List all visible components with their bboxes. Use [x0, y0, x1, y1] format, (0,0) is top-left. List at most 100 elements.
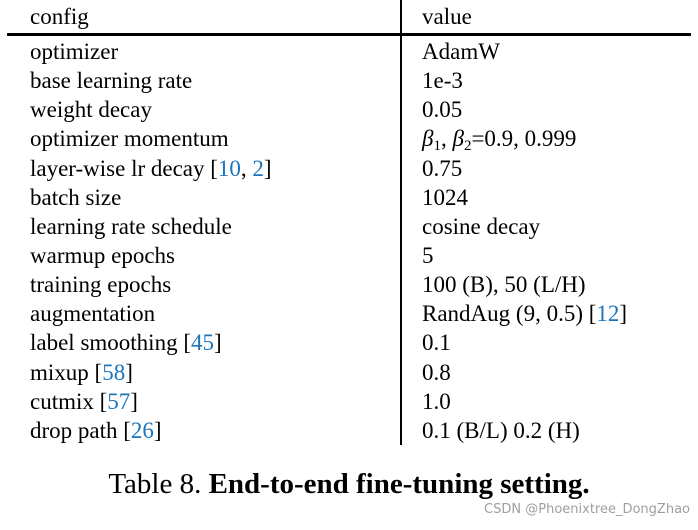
- watermark-text: CSDN @Phoenixtree_DongZhao: [484, 502, 690, 517]
- table-row: training epochs 100 (B), 50 (L/H): [0, 270, 698, 299]
- citation-link[interactable]: 26: [130, 417, 154, 443]
- text-segment: ]: [619, 301, 628, 327]
- table-body: optimizer AdamW base learning rate 1e-3 weig…: [0, 37, 698, 445]
- text-segment: 0.1 (B/L) 0.2 (H): [422, 417, 580, 443]
- table-row: learning rate schedule cosine decay: [0, 212, 698, 241]
- config-cell: learning rate schedule: [0, 212, 400, 241]
- text-segment: AdamW: [422, 39, 500, 64]
- table-row: drop path [26] 0.1 (B/L) 0.2 (H): [0, 416, 698, 445]
- text-segment: 0.8: [422, 359, 451, 385]
- value-cell: RandAug (9, 0.5) [12]: [400, 299, 627, 328]
- text-segment: drop path [: [30, 417, 131, 443]
- text-segment: optimizer: [30, 39, 119, 64]
- text-segment: ]: [213, 330, 222, 356]
- table-row: base learning rate 1e-3: [0, 66, 698, 95]
- text-segment: 1.0: [422, 388, 451, 414]
- citation-link[interactable]: 12: [596, 301, 620, 327]
- table-caption: Table 8. End-to-end fine-tuning setting.: [0, 466, 698, 502]
- citation-link[interactable]: 2: [252, 155, 264, 181]
- text-segment: 1: [433, 138, 441, 155]
- text-segment: label smoothing [: [30, 330, 191, 356]
- table-header-row: config value: [0, 0, 698, 33]
- config-cell: optimizer momentum: [0, 124, 400, 153]
- table-row: label smoothing [45] 0.1: [0, 328, 698, 357]
- table-row: optimizer momentum β1, β2=0.9, 0.999: [0, 124, 698, 155]
- config-cell: base learning rate: [0, 66, 400, 95]
- config-cell: drop path [26]: [0, 416, 400, 445]
- text-segment: ,: [440, 126, 453, 152]
- header-value: value: [422, 4, 472, 29]
- text-segment: ]: [263, 155, 272, 181]
- table-row: layer-wise lr decay [10, 2] 0.75: [0, 154, 698, 183]
- value-cell: cosine decay: [400, 212, 540, 241]
- value-cell: AdamW: [400, 37, 500, 66]
- text-segment: 100 (B), 50 (L/H): [422, 272, 586, 298]
- text-segment: learning rate schedule: [30, 213, 232, 239]
- text-segment: ]: [153, 417, 162, 443]
- table-row: warmup epochs 5: [0, 241, 698, 270]
- text-segment: RandAug (9, 0.5) [: [422, 301, 597, 327]
- citation-link[interactable]: 10: [217, 155, 241, 181]
- text-segment: cutmix [: [30, 388, 108, 414]
- config-cell: training epochs: [0, 270, 400, 299]
- text-segment: cosine decay: [422, 213, 541, 239]
- text-segment: warmup epochs: [30, 242, 175, 268]
- text-segment: ]: [130, 388, 138, 414]
- header-config: config: [30, 4, 89, 29]
- text-segment: 0.75: [422, 155, 463, 181]
- config-cell: label smoothing [45]: [0, 328, 400, 357]
- text-segment: β: [422, 126, 434, 152]
- text-segment: augmentation: [30, 301, 156, 327]
- caption-title: End-to-end fine-tuning setting.: [208, 468, 590, 500]
- value-cell: β1, β2=0.9, 0.999: [400, 124, 577, 155]
- text-segment: mixup [: [30, 359, 103, 385]
- text-segment: base learning rate: [30, 68, 193, 94]
- value-cell: 1.0: [400, 387, 451, 416]
- config-cell: augmentation: [0, 299, 400, 328]
- text-segment: weight decay: [30, 97, 152, 123]
- text-segment: 1e-3: [422, 68, 463, 94]
- caption-prefix: Table 8.: [108, 468, 209, 500]
- text-segment: batch size: [30, 184, 122, 210]
- citation-link[interactable]: 57: [107, 388, 131, 414]
- text-segment: 0.1: [422, 330, 451, 356]
- text-segment: 2: [463, 138, 472, 155]
- config-cell: optimizer: [0, 37, 400, 66]
- table-row: augmentation RandAug (9, 0.5) [12]: [0, 299, 698, 328]
- text-segment: optimizer momentum: [30, 126, 229, 152]
- table-row: cutmix [57] 1.0: [0, 387, 698, 416]
- value-cell: 1024: [400, 183, 468, 212]
- table-row: mixup [58] 0.8: [0, 358, 698, 387]
- value-cell: 100 (B), 50 (L/H): [400, 270, 586, 299]
- value-cell: 0.1 (B/L) 0.2 (H): [400, 416, 580, 445]
- value-cell: 0.8: [400, 358, 451, 387]
- text-segment: ]: [125, 359, 133, 385]
- value-cell: 5: [400, 241, 434, 270]
- text-segment: =0.9, 0.999: [471, 126, 577, 152]
- config-cell: weight decay: [0, 95, 400, 124]
- citation-link[interactable]: 45: [190, 330, 214, 356]
- table-row: weight decay 0.05: [0, 95, 698, 124]
- text-segment: 0.05: [422, 97, 463, 123]
- value-cell: 0.05: [400, 95, 462, 124]
- text-segment: 5: [422, 242, 434, 268]
- text-segment: layer-wise lr decay [: [30, 155, 218, 181]
- table-row: optimizer AdamW: [0, 37, 698, 66]
- header-rule: [7, 33, 691, 36]
- column-divider: [400, 0, 402, 445]
- value-cell: 0.1: [400, 328, 451, 357]
- table-row: batch size 1024: [0, 183, 698, 212]
- config-cell: layer-wise lr decay [10, 2]: [0, 154, 400, 183]
- text-segment: ,: [240, 155, 253, 181]
- citation-link[interactable]: 58: [102, 359, 126, 385]
- config-cell: cutmix [57]: [0, 387, 400, 416]
- config-cell: batch size: [0, 183, 400, 212]
- text-segment: β: [452, 126, 464, 152]
- config-cell: mixup [58]: [0, 358, 400, 387]
- value-cell: 1e-3: [400, 66, 463, 95]
- text-segment: 1024: [422, 184, 468, 210]
- value-cell: 0.75: [400, 154, 462, 183]
- config-cell: warmup epochs: [0, 241, 400, 270]
- text-segment: training epochs: [30, 272, 172, 298]
